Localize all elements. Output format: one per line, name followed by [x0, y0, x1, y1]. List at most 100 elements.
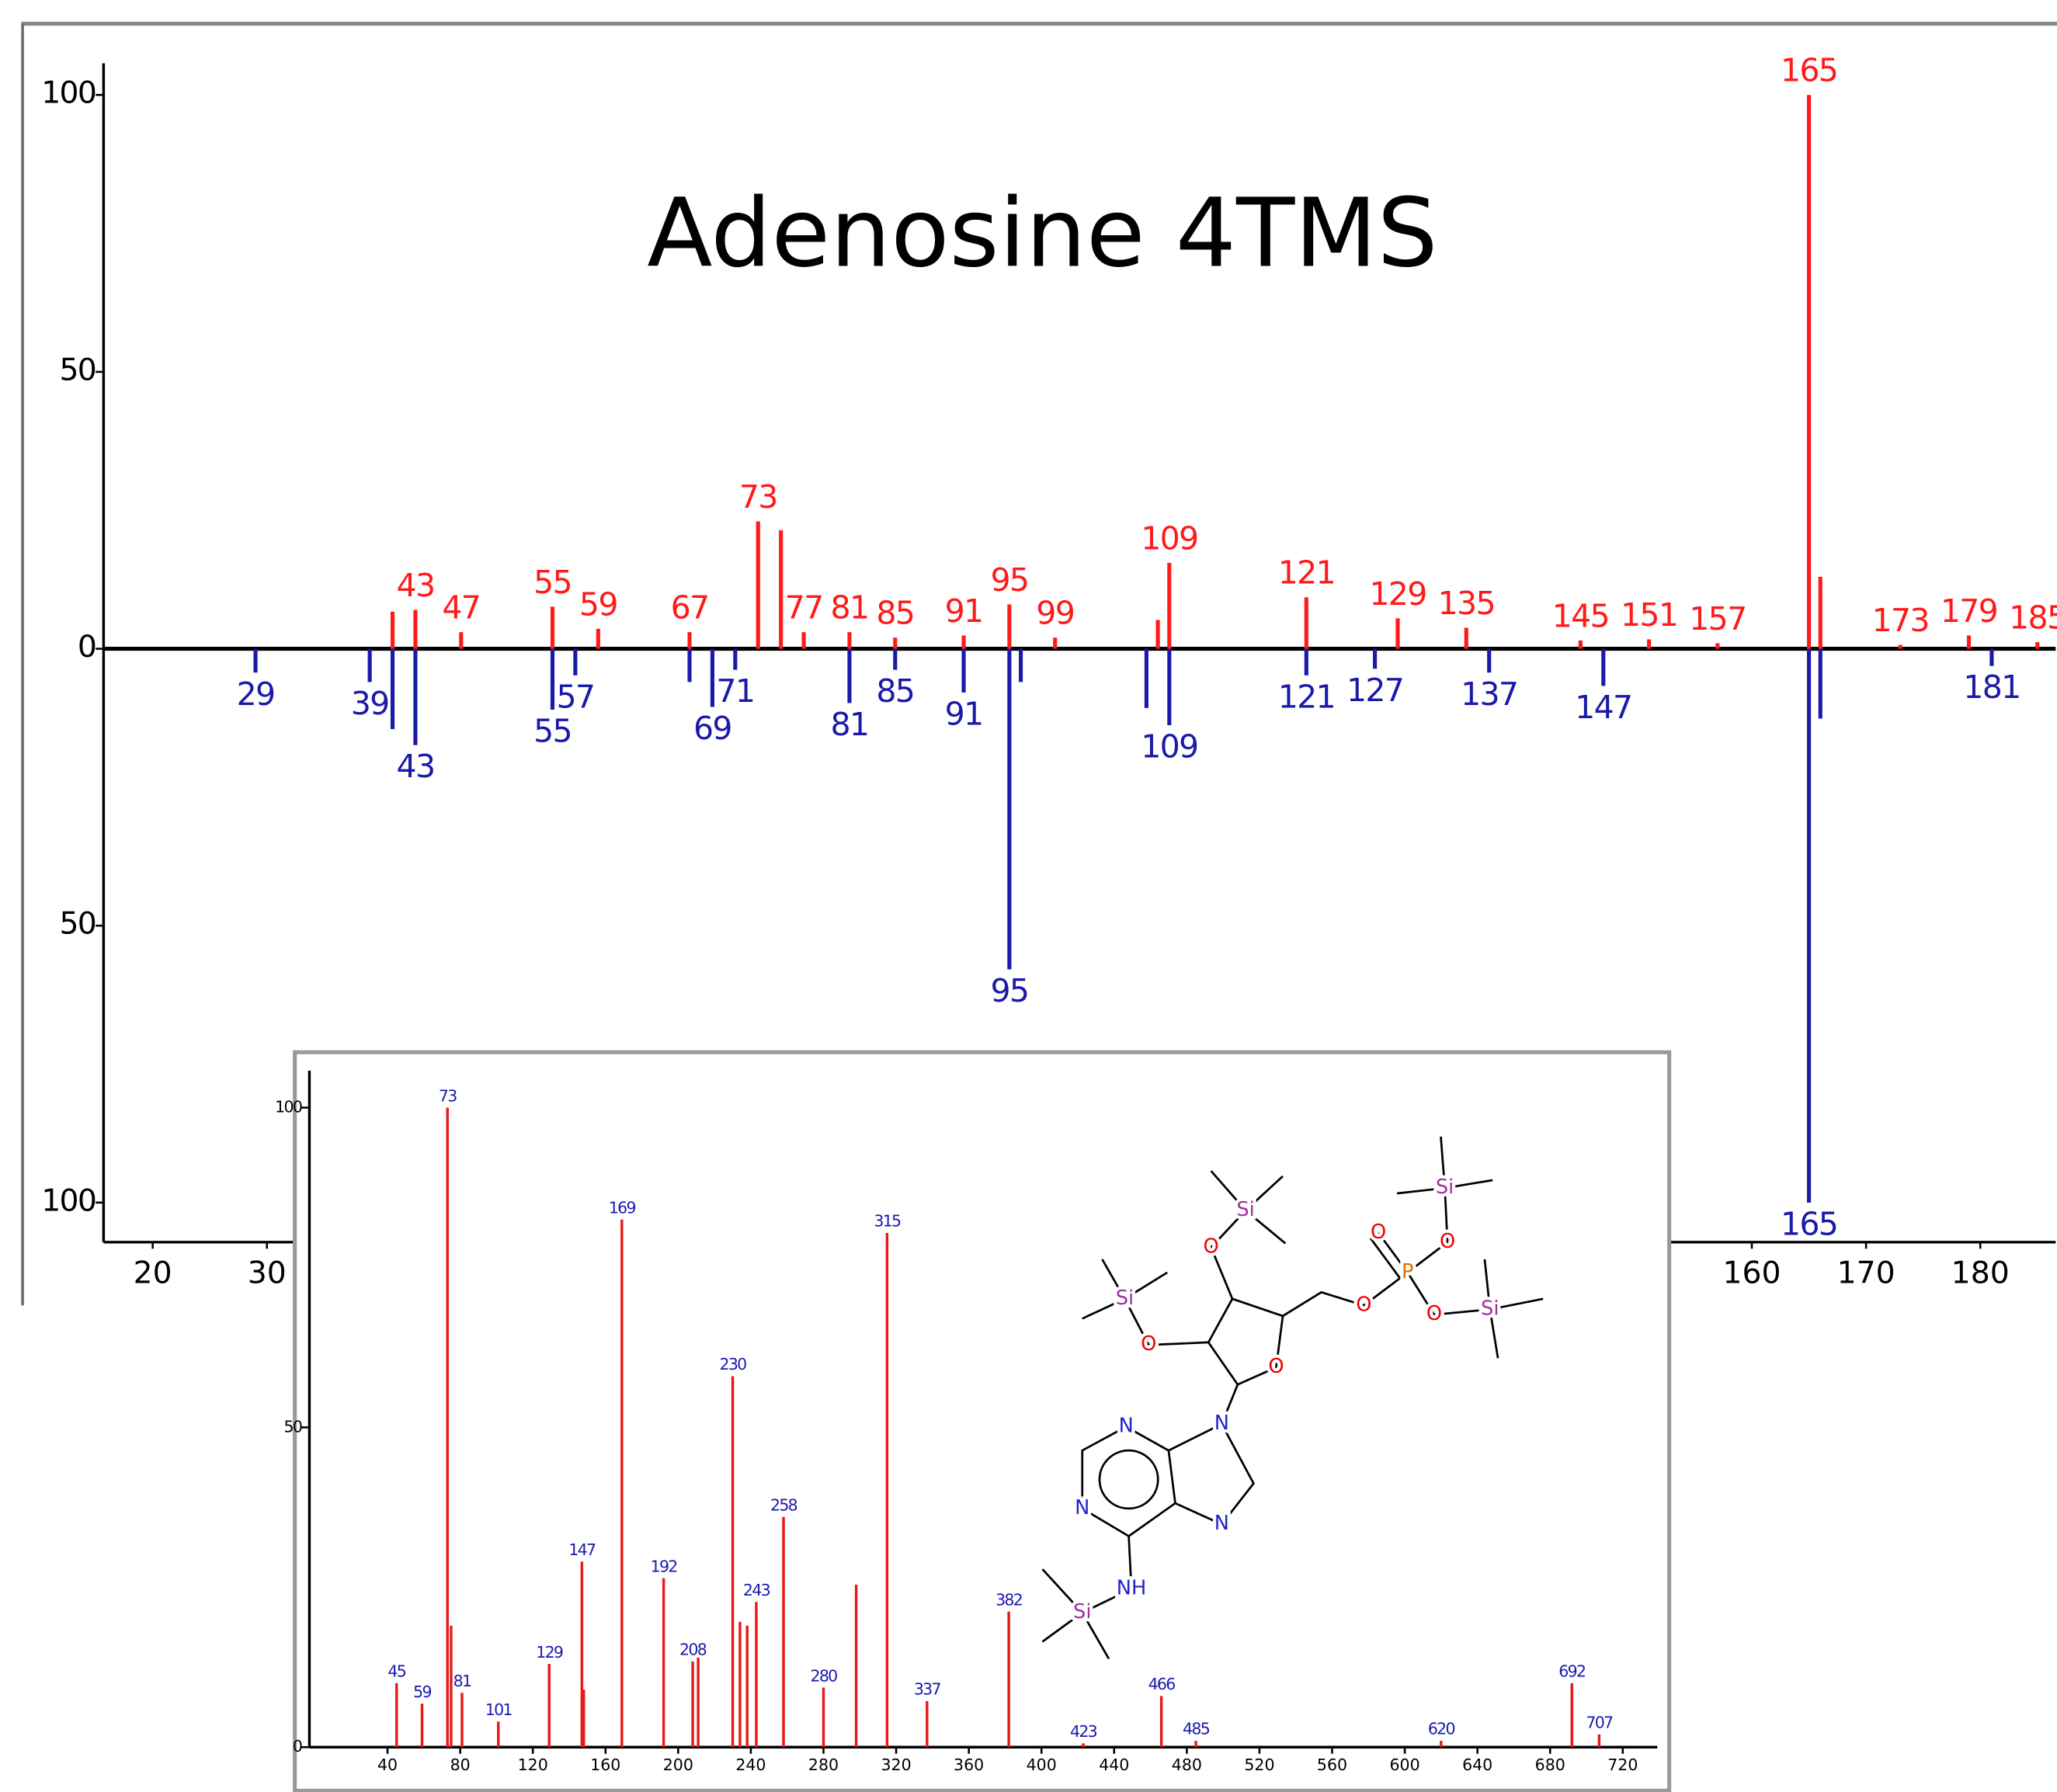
x-tick-label: 560	[1317, 1756, 1347, 1774]
peak-label: 91	[945, 696, 983, 733]
x-tick-label: 600	[1390, 1756, 1420, 1774]
y-tick-label: 100	[41, 76, 96, 111]
x-tick-label: 680	[1535, 1756, 1565, 1774]
peak-label: 179	[1941, 592, 1997, 630]
x-tick-label: 240	[735, 1756, 766, 1774]
peak-label: 71	[716, 672, 754, 710]
bond	[1282, 1136, 1544, 1359]
peak-label: 59	[579, 585, 617, 623]
x-tick-label: 320	[881, 1756, 911, 1774]
x-tick-label: 360	[954, 1756, 984, 1774]
atom: O	[1356, 1293, 1371, 1316]
x-tick-label: 480	[1172, 1756, 1202, 1774]
peak-label: 95	[990, 561, 1028, 599]
peak-label: 147	[1575, 689, 1631, 726]
x-tick-label: 280	[808, 1756, 839, 1774]
peak-label: 692	[1558, 1662, 1585, 1681]
x-tick-label: 640	[1462, 1756, 1492, 1774]
atom: Si	[1073, 1600, 1091, 1624]
peak-label: 69	[693, 710, 731, 747]
peak-label: 43	[397, 567, 435, 604]
peak-label: 208	[679, 1641, 707, 1659]
peak-label: 181	[1963, 669, 2020, 706]
peak-label: 81	[831, 706, 869, 743]
y-tick-label: 50	[60, 907, 96, 942]
atom: N	[1119, 1415, 1134, 1438]
peak-label: 109	[1141, 728, 1197, 766]
atom: Si	[1236, 1198, 1254, 1221]
inset-frame	[293, 1050, 1672, 1792]
molecule: O Si O Si O N N N N NH Si O P O O Si O S…	[1041, 1136, 1544, 1660]
peak-label: 59	[413, 1683, 431, 1701]
x-tick-label: 160	[590, 1756, 620, 1774]
atom: N	[1214, 1412, 1229, 1435]
peak-label: 85	[876, 595, 914, 632]
peak-label: 165	[1781, 52, 1837, 89]
peak-label: 258	[770, 1496, 797, 1515]
peak-label: 67	[671, 589, 709, 627]
x-tick-label: 440	[1099, 1756, 1129, 1774]
atom: NH	[1117, 1577, 1146, 1600]
peak-label: 39	[351, 685, 389, 722]
peak-label: 485	[1183, 1720, 1210, 1738]
peak-label: 145	[1552, 597, 1609, 634]
atom: N	[1075, 1496, 1089, 1519]
atom: P	[1402, 1260, 1413, 1283]
peak-label: 55	[533, 564, 572, 601]
atom: O	[1440, 1230, 1455, 1253]
peak-label: 121	[1278, 678, 1335, 715]
main-chart: Adenosine 4TMS 100 50 0 50 100 20 30 160 170 180 4…	[41, 52, 2057, 1291]
atom: O	[1268, 1355, 1284, 1378]
peak-label: 137	[1461, 675, 1517, 713]
y-tick-label: 100	[41, 1183, 96, 1218]
aromatic-ring	[1098, 1449, 1159, 1510]
peak-label: 81	[453, 1672, 471, 1690]
peak-label: 169	[609, 1199, 636, 1217]
atom: O	[1426, 1302, 1442, 1325]
peak-label: 73	[739, 478, 777, 516]
atom: O	[1204, 1235, 1219, 1259]
peak-label: 192	[651, 1558, 677, 1576]
atom: O	[1371, 1221, 1386, 1244]
peak-label: 151	[1621, 596, 1677, 634]
atom: O	[1141, 1332, 1156, 1356]
peak-label: 243	[743, 1581, 770, 1599]
x-tick-label: 20	[134, 1256, 172, 1291]
y-tick-label: 100	[275, 1098, 302, 1117]
peak-label: 466	[1148, 1675, 1176, 1693]
peak-label: 173	[1872, 602, 1929, 639]
peak-label: 47	[442, 589, 480, 627]
atom: Si	[1436, 1176, 1454, 1199]
peak-label: 382	[995, 1590, 1022, 1609]
x-tick-label: 30	[248, 1256, 287, 1291]
peak-label: 620	[1428, 1720, 1455, 1738]
peak-label: 43	[397, 748, 435, 785]
y-tick-label: 50	[284, 1417, 302, 1436]
peak-label: 165	[1781, 1206, 1837, 1243]
x-tick-label: 80	[450, 1756, 471, 1774]
chart-title: Adenosine 4TMS	[647, 178, 1437, 289]
peak-label: 81	[831, 589, 869, 627]
bond	[1082, 1259, 1209, 1346]
peak-label: 129	[1369, 575, 1426, 613]
peak-label: 77	[785, 589, 823, 627]
inset-chart: 0 50 100 40 80 120 160 200 240 280 320 360 400 440 480…	[275, 1071, 1658, 1774]
peak-label: 109	[1141, 520, 1197, 557]
atom: Si	[1481, 1297, 1499, 1320]
peak-label: 85	[876, 672, 914, 710]
peak-label: 99	[1036, 595, 1074, 632]
bond	[1041, 1384, 1255, 1660]
peak-label: 707	[1586, 1714, 1613, 1732]
x-tick-label: 400	[1027, 1756, 1057, 1774]
peak-label: 45	[387, 1662, 405, 1681]
peak-label: 91	[945, 592, 983, 630]
atom: Si	[1116, 1287, 1134, 1310]
atom: N	[1214, 1512, 1229, 1535]
bond	[1207, 1297, 1284, 1386]
peak-label: 315	[874, 1212, 901, 1231]
peak-label: 337	[914, 1680, 941, 1699]
y-tick-label: 0	[78, 630, 96, 665]
x-tick-label: 520	[1244, 1756, 1274, 1774]
